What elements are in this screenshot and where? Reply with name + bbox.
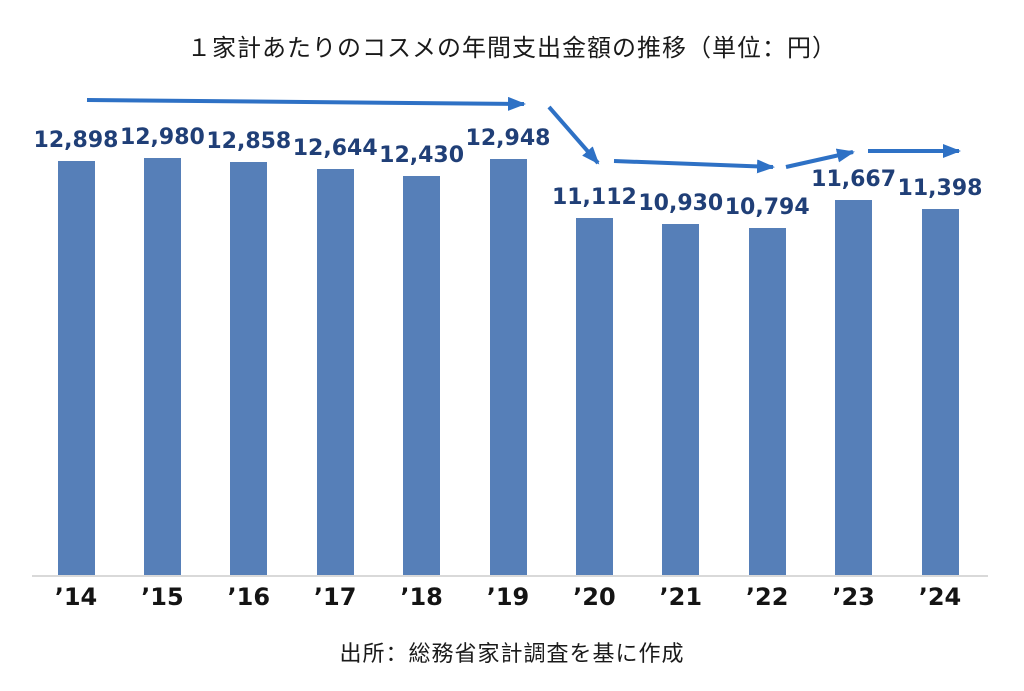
x-axis-label: ’24 [918,583,962,611]
bar-value-label: 12,948 [465,126,551,151]
bar [57,161,95,575]
x-axis-label: ’21 [659,583,703,611]
bar [748,228,786,575]
bar-value-label: 12,430 [379,143,465,168]
bar-value-label: 12,858 [206,129,292,154]
x-axis-label: ’16 [227,583,271,611]
bar [316,169,354,575]
x-axis-label: ’19 [486,583,530,611]
source-note: 出所：総務省家計調査を基に作成 [339,642,685,667]
bar-value-label: 11,112 [551,185,637,210]
x-axis-line [32,575,988,577]
x-axis-label: ’23 [832,583,875,611]
x-axis-label: ’18 [400,583,443,611]
x-axis-label: ’22 [745,583,789,611]
bar [662,224,700,575]
x-axis-label: ’15 [141,583,184,611]
bar [835,200,873,575]
flat-trend-arrow-20-22 [613,159,775,174]
x-axis-label: ’17 [313,583,357,611]
bar [403,176,441,575]
rise-arrow-22-23 [785,148,855,169]
bar-value-label: 12,898 [33,128,119,153]
x-axis-label: ’20 [573,583,616,611]
bar-value-label: 10,930 [638,191,724,216]
bar [143,158,181,575]
bar-value-label: 11,398 [897,176,983,201]
bar-value-label: 10,794 [724,195,810,220]
bar-value-label: 11,667 [811,167,897,192]
x-axis-label: ’14 [54,583,98,611]
bar [575,218,613,575]
bar [230,162,268,575]
bar [489,159,527,575]
bar-value-label: 12,644 [292,136,378,161]
bar [921,209,959,575]
bar-value-label: 12,980 [119,125,205,150]
chart-title: １家計あたりのコスメの年間支出金額の推移（単位：円） [187,34,837,62]
flat-trend-arrow-14-19 [86,96,526,111]
